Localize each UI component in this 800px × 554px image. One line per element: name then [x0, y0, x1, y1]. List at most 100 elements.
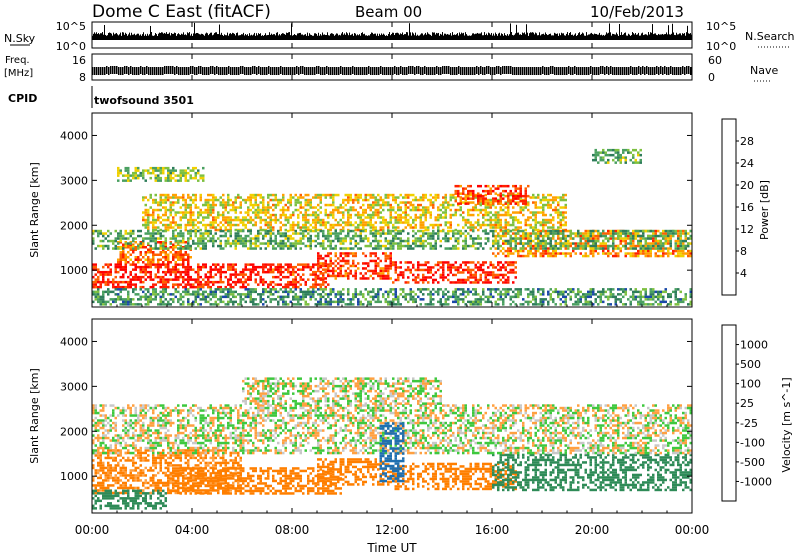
power-cell [152, 226, 155, 229]
power-cell [497, 242, 500, 245]
power-cell [464, 268, 467, 272]
power-cell [477, 221, 480, 224]
power-cell [459, 213, 462, 217]
power-cell [504, 202, 507, 205]
power-cell [444, 237, 447, 240]
power-cell [474, 206, 477, 209]
power-cell [184, 211, 187, 214]
power-cell [202, 285, 205, 289]
power-cell [337, 274, 340, 278]
power-cell [409, 244, 412, 248]
power-cell [309, 201, 312, 204]
power-cell [612, 249, 615, 253]
power-cell [182, 256, 185, 259]
power-cell [364, 277, 367, 280]
power-cell [209, 229, 212, 233]
nsky-bar [203, 34, 204, 40]
nsky-bar [145, 34, 146, 40]
power-cell [239, 278, 242, 281]
power-cell [184, 201, 187, 204]
freq-bar [356, 67, 358, 75]
power-cell [377, 247, 380, 250]
power-cell [242, 242, 245, 245]
power-cell [134, 285, 137, 289]
power-cell [249, 203, 252, 207]
power-cell [327, 239, 330, 243]
power-cell [102, 273, 105, 276]
power-cell [379, 226, 382, 229]
power-cell [262, 203, 265, 207]
power-cell [319, 196, 322, 199]
power-cell [349, 221, 352, 224]
power-cell [257, 216, 260, 219]
power-cell [192, 218, 195, 222]
power-cell [647, 242, 650, 245]
power-cell [444, 239, 447, 243]
power-cell [129, 232, 132, 235]
nsky-bar [222, 34, 223, 40]
power-cell [452, 232, 455, 235]
power-cell [557, 211, 560, 214]
power-cell [342, 206, 345, 209]
power-cell [477, 278, 480, 282]
power-cell [329, 239, 332, 243]
power-cell [442, 201, 445, 204]
power-cell [327, 269, 330, 273]
nsky-bar [110, 32, 111, 40]
power-cell [297, 213, 300, 217]
power-cell [129, 242, 132, 245]
power-cell [384, 264, 387, 268]
power-cell [337, 237, 340, 240]
nsky-bar [513, 35, 514, 40]
power-cell [324, 208, 327, 212]
power-cell [232, 265, 235, 269]
power-cell [414, 206, 417, 209]
freq-bar [202, 67, 204, 75]
power-cell [522, 199, 525, 203]
power-cell [304, 201, 307, 204]
nsky-bar [298, 33, 299, 40]
power-cell [109, 263, 112, 266]
power-cell [182, 247, 185, 250]
power-cell [244, 280, 247, 284]
power-cell [117, 246, 120, 249]
power-cell [174, 213, 177, 217]
power-cell [294, 198, 297, 202]
power-cell [562, 213, 565, 217]
freq-bar [482, 67, 484, 75]
power-cell [247, 247, 250, 250]
nsky-bar [202, 33, 203, 40]
power-cell [544, 223, 547, 227]
power-cell [149, 193, 152, 197]
power-cell [452, 203, 455, 207]
power-cell [207, 229, 210, 233]
power-cell [389, 218, 392, 222]
power-cell [329, 262, 332, 265]
power-cell [534, 201, 537, 204]
power-cell [509, 192, 512, 195]
freq-bar [316, 66, 318, 74]
nsky-bar [256, 33, 257, 40]
power-cell [287, 285, 290, 289]
power-cell [429, 211, 432, 214]
power-cell [422, 198, 425, 202]
power-cell [347, 252, 350, 255]
power-cell [384, 269, 387, 273]
power-cell [547, 232, 550, 235]
power-cell [187, 265, 190, 269]
freq-bar [442, 66, 444, 74]
power-cell [334, 252, 337, 255]
power-cell [317, 228, 320, 232]
power-cell [389, 254, 392, 258]
power-cell [239, 237, 242, 240]
power-cell [212, 275, 215, 279]
power-cell [377, 203, 380, 207]
power-cell [559, 252, 562, 255]
nsky-bar [668, 25, 669, 40]
power-cell [354, 232, 357, 235]
power-cell [364, 272, 367, 275]
power-cell [132, 237, 135, 240]
nsky-bar [444, 33, 445, 40]
power-cell [442, 278, 445, 282]
power-cell [307, 221, 310, 224]
